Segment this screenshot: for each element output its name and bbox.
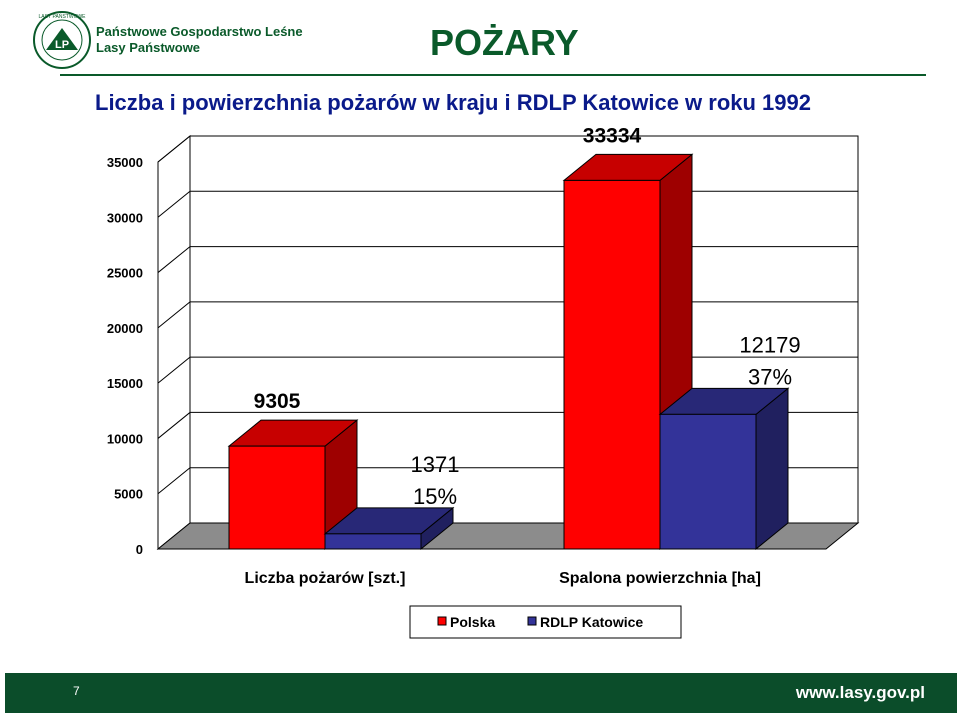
- bar: [563, 179, 661, 550]
- y-tick-label: 15000: [107, 376, 143, 391]
- data-label: 37%: [748, 364, 792, 389]
- legend-label: RDLP Katowice: [540, 614, 643, 630]
- y-tick-label: 5000: [114, 487, 143, 502]
- data-label: 12179: [739, 332, 800, 357]
- page-number: 7: [73, 684, 80, 698]
- logo-ring-text: LASY PAŃSTWOWE: [38, 13, 86, 20]
- y-tick-label: 25000: [107, 266, 143, 281]
- legend: [409, 605, 682, 639]
- legend-label: Polska: [450, 614, 495, 630]
- footer-bar: 7 www.lasy.gov.pl: [5, 673, 957, 713]
- data-label: 15%: [413, 484, 457, 509]
- y-tick-label: 0: [136, 542, 143, 557]
- bar: [659, 413, 757, 550]
- org-name: Państwowe Gospodarstwo Leśne Lasy Państw…: [96, 24, 303, 56]
- bar-side: [755, 387, 789, 551]
- y-tick-label: 20000: [107, 321, 143, 336]
- y-tick-label: 35000: [107, 155, 143, 170]
- logo-monogram: LP: [55, 39, 69, 51]
- y-tick-label: 30000: [107, 210, 143, 225]
- x-category-label: Liczba pożarów [szt.]: [245, 570, 406, 587]
- y-tick-label: 10000: [107, 431, 143, 446]
- org-name-line1: Państwowe Gospodarstwo Leśne: [96, 24, 303, 39]
- data-label: 1371: [411, 452, 460, 477]
- bar: [228, 445, 326, 550]
- x-category-label: Spalona powierzchnia [ha]: [559, 570, 761, 587]
- chart-side-wall: [157, 134, 191, 551]
- y-gridline: [157, 135, 858, 163]
- page-title: POŻARY: [430, 22, 579, 63]
- header-divider: [60, 74, 926, 76]
- data-label: 9305: [254, 390, 301, 413]
- footer-url: www.lasy.gov.pl: [795, 683, 925, 702]
- data-label: 33334: [583, 124, 642, 147]
- bar: [324, 533, 422, 550]
- chart-subtitle: Liczba i powierzchnia pożarów w kraju i …: [95, 90, 811, 115]
- org-name-line2: Lasy Państwowe: [96, 40, 201, 55]
- legend-swatch: [527, 616, 537, 626]
- bar-chart: 0 5000 10000 15000 20000 25000 30000 35000 9305 1…: [107, 124, 860, 639]
- legend-swatch: [437, 616, 447, 626]
- lasy-panstwowe-logo: LP LASY PAŃSTWOWE: [33, 11, 91, 69]
